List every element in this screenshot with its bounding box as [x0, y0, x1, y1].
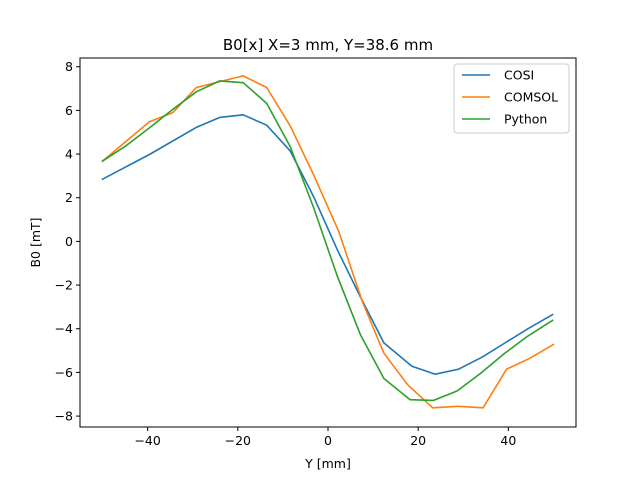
x-tick-label: −20: [225, 433, 251, 448]
y-tick-label: 2: [65, 190, 73, 205]
x-tick-label: 20: [410, 433, 426, 448]
x-tick-label: 40: [500, 433, 516, 448]
x-axis-label: Y [mm]: [304, 456, 351, 471]
y-tick-label: 8: [65, 59, 73, 74]
series-line-comsol: [101, 75, 555, 409]
y-tick-label: −4: [55, 321, 73, 336]
chart-title: B0[x] X=3 mm, Y=38.6 mm: [223, 36, 433, 54]
y-tick-label: 0: [65, 234, 73, 249]
x-tick-label: 0: [324, 433, 332, 448]
legend-box: [453, 63, 570, 134]
series-line-cosi: [101, 114, 554, 376]
y-tick-label: −8: [55, 409, 73, 424]
y-axis-ticks: −8 −6 −4 −2 0 2 4 6 8: [55, 59, 80, 424]
legend-label-comsol: COMSOL: [504, 90, 558, 105]
legend: COSI COMSOL Python: [453, 63, 570, 134]
y-tick-label: 4: [65, 147, 73, 162]
y-tick-label: −2: [55, 278, 73, 293]
y-tick-label: −6: [55, 365, 73, 380]
series-lines: [101, 75, 555, 409]
legend-label-cosi: COSI: [504, 68, 534, 83]
series-line-python: [101, 80, 554, 402]
y-axis-label: B0 [mT]: [28, 217, 43, 267]
legend-label-python: Python: [504, 112, 547, 127]
y-tick-label: 6: [65, 103, 73, 118]
x-axis-ticks: −40 −20 0 20 40: [134, 427, 516, 448]
x-tick-label: −40: [134, 433, 160, 448]
